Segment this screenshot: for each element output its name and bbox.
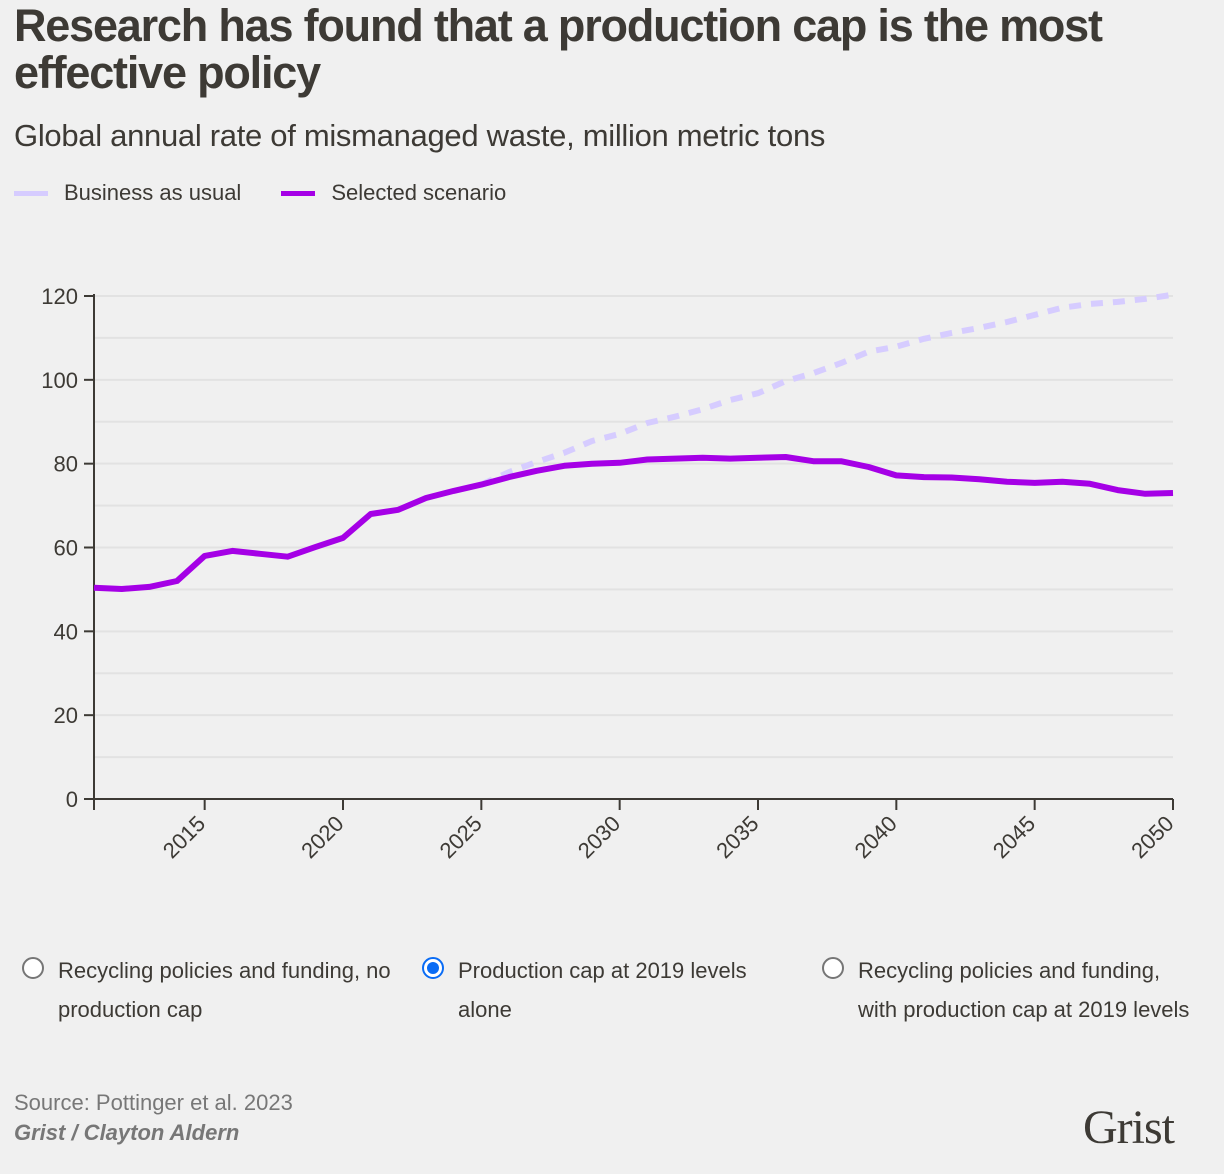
- legend-label: Selected scenario: [331, 180, 507, 205]
- radio-button[interactable]: [22, 957, 44, 979]
- legend-swatch-selected-scenario: [281, 190, 316, 196]
- radio-button-selected[interactable]: [422, 957, 444, 979]
- series-lines: [93, 291, 1174, 592]
- scenario-option-recycling-with-cap[interactable]: Recycling policies and funding, with pro…: [822, 953, 1222, 1029]
- chart-subtitle: Global annual rate of mismanaged waste, …: [14, 118, 826, 153]
- x-tick-label: 2045: [988, 811, 1040, 863]
- x-tick-label: 2015: [158, 811, 210, 863]
- y-tick-label: 0: [66, 787, 78, 812]
- legend-item-business-as-usual: Business as usual: [14, 180, 241, 206]
- scenario-option-label: Production cap at 2019 levels alone: [458, 958, 747, 1022]
- x-axis: 2015 2020 2025 2030 2035 2040 2045 2050: [84, 798, 1179, 863]
- x-tick-label: 2030: [573, 811, 625, 863]
- scenario-option-label: Recycling policies and funding, no produ…: [58, 958, 391, 1022]
- grist-logo: Grist: [1083, 1101, 1175, 1154]
- source-note: Source: Pottinger et al. 2023: [14, 1090, 293, 1115]
- x-tick-label: 2040: [850, 811, 902, 863]
- y-tick-label: 40: [54, 619, 78, 644]
- radio-button[interactable]: [822, 957, 844, 979]
- chart-title: Research has found that a production cap…: [14, 0, 1103, 98]
- y-tick-label: 120: [41, 284, 78, 309]
- gridlines: [94, 295, 1173, 759]
- y-tick-label: 20: [54, 703, 78, 728]
- scenario-option-production-cap-alone[interactable]: Production cap at 2019 levels alone: [422, 953, 822, 1029]
- series-line-selected-scenario: [93, 454, 1174, 592]
- x-tick-label: 2050: [1126, 811, 1178, 863]
- y-tick-label: 80: [54, 452, 78, 477]
- series-line-business-as-usual: [480, 291, 1174, 488]
- credit-line: Grist / Clayton Aldern: [14, 1120, 240, 1145]
- y-tick-label: 100: [41, 368, 78, 393]
- scenario-option-recycling-no-cap[interactable]: Recycling policies and funding, no produ…: [22, 953, 422, 1029]
- x-tick-label: 2020: [296, 811, 348, 863]
- scenario-option-label: Recycling policies and funding, with pro…: [858, 958, 1190, 1022]
- x-tick-label: 2035: [711, 811, 763, 863]
- scenario-selector: Recycling policies and funding, no produ…: [22, 953, 1222, 1029]
- legend-item-selected-scenario: Selected scenario: [281, 180, 506, 206]
- y-axis: 0 20 40 60 80 100 120: [41, 284, 95, 812]
- y-tick-label: 60: [54, 536, 78, 561]
- legend-label: Business as usual: [64, 180, 242, 205]
- legend-swatch-business-as-usual: [14, 190, 48, 196]
- x-tick-label: 2025: [435, 811, 487, 863]
- legend: Business as usual Selected scenario: [14, 180, 546, 206]
